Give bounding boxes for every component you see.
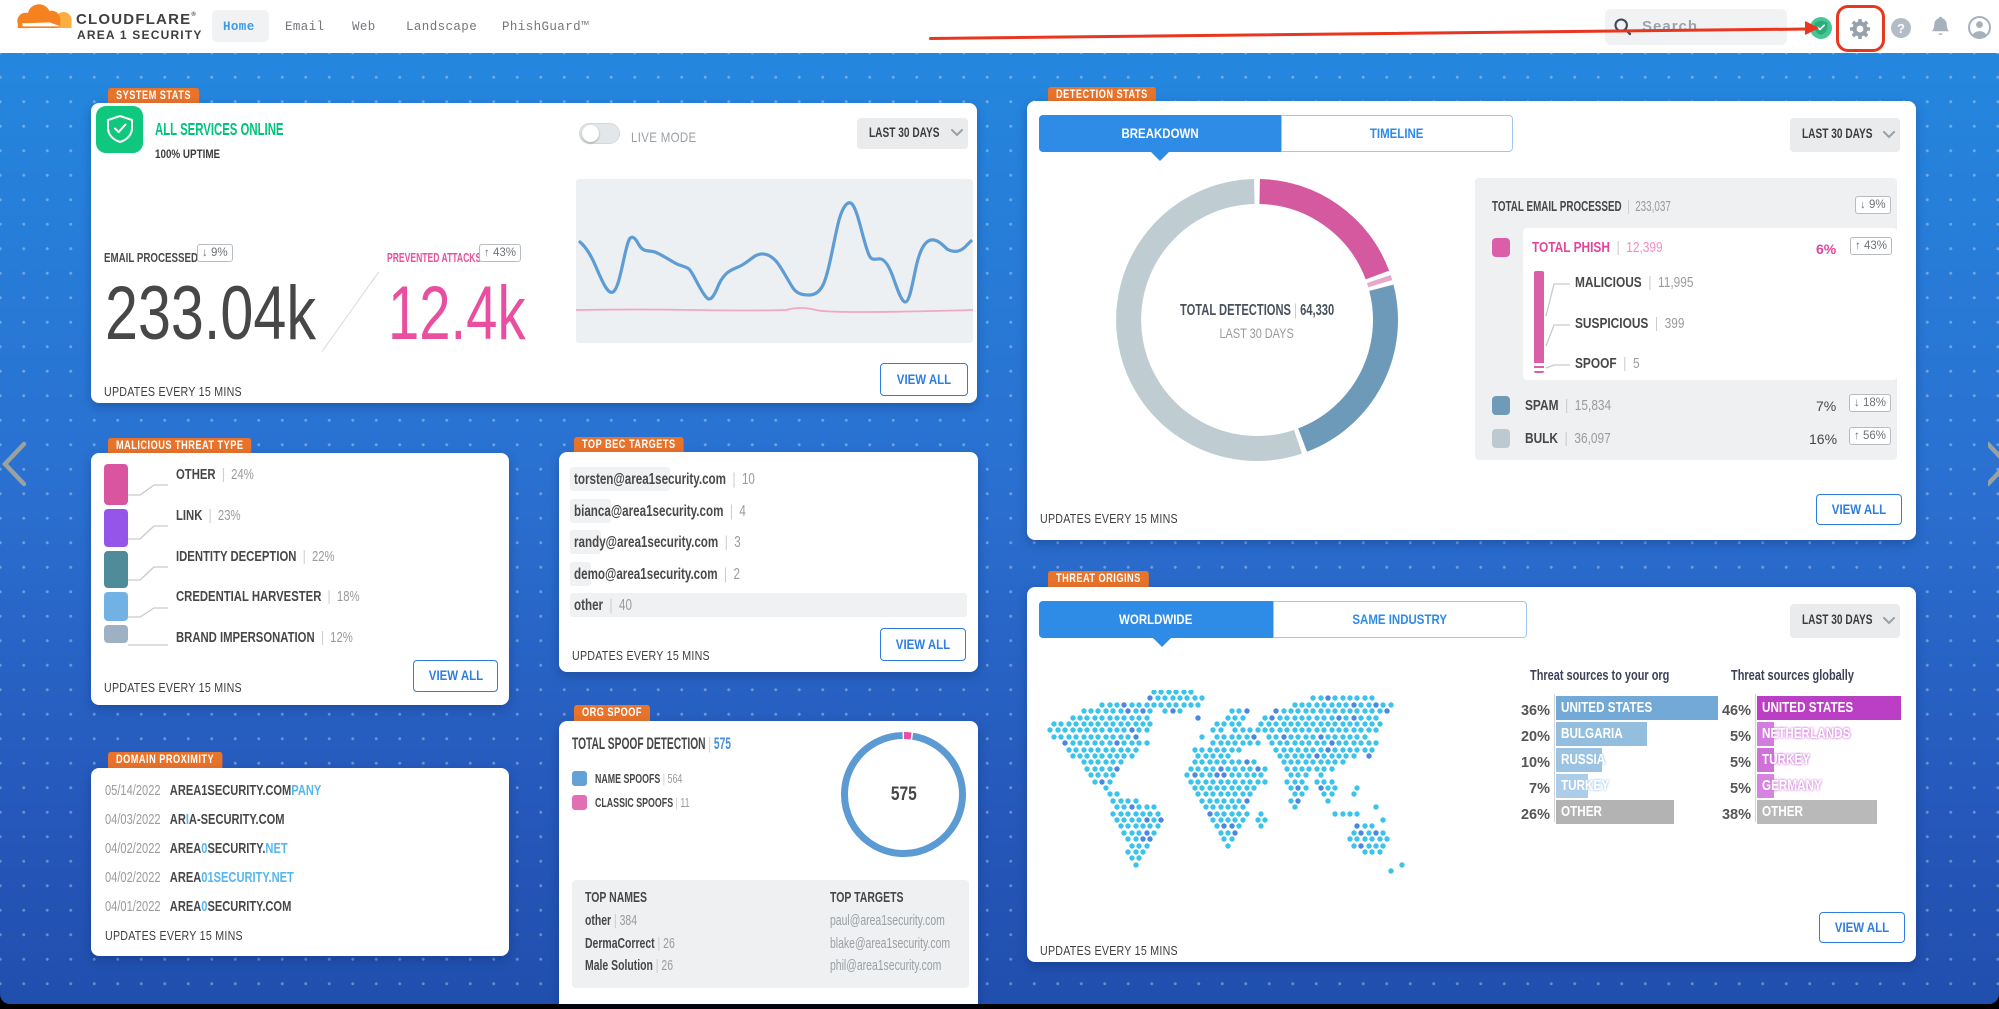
svg-text:?: ? [1897,21,1905,36]
